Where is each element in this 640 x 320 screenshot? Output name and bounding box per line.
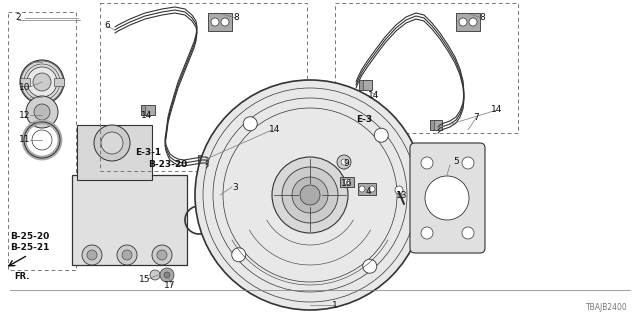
Bar xyxy=(340,177,354,187)
Bar xyxy=(335,3,518,133)
Text: 17: 17 xyxy=(164,281,176,290)
Circle shape xyxy=(395,186,403,194)
Circle shape xyxy=(359,186,365,192)
Text: 13: 13 xyxy=(396,191,408,201)
Bar xyxy=(430,120,442,130)
Circle shape xyxy=(221,18,229,26)
Bar xyxy=(358,183,376,195)
Circle shape xyxy=(87,250,97,260)
Text: 11: 11 xyxy=(19,135,31,145)
Circle shape xyxy=(152,245,172,265)
Text: B-25-20: B-25-20 xyxy=(10,232,49,241)
Circle shape xyxy=(462,227,474,239)
Circle shape xyxy=(421,227,433,239)
FancyBboxPatch shape xyxy=(410,143,485,253)
Bar xyxy=(430,120,434,130)
Circle shape xyxy=(27,67,57,97)
Bar xyxy=(359,80,363,90)
Circle shape xyxy=(164,272,170,278)
Circle shape xyxy=(337,155,351,169)
Circle shape xyxy=(33,73,51,91)
Bar xyxy=(198,155,210,165)
Bar xyxy=(198,155,202,165)
Text: 7: 7 xyxy=(473,114,479,123)
Text: 4: 4 xyxy=(365,187,371,196)
Circle shape xyxy=(462,157,474,169)
Bar xyxy=(77,125,152,180)
Circle shape xyxy=(157,250,167,260)
Circle shape xyxy=(160,268,174,282)
Circle shape xyxy=(122,250,132,260)
Bar xyxy=(141,105,145,115)
Circle shape xyxy=(363,259,377,273)
Circle shape xyxy=(425,176,469,220)
Circle shape xyxy=(374,128,388,142)
Circle shape xyxy=(26,96,58,128)
Text: 16: 16 xyxy=(341,179,353,188)
Circle shape xyxy=(469,18,477,26)
Text: FR.: FR. xyxy=(14,272,29,281)
Text: 14: 14 xyxy=(492,106,502,115)
Text: 14: 14 xyxy=(368,91,380,100)
Text: 14: 14 xyxy=(141,111,153,121)
Circle shape xyxy=(117,245,137,265)
Circle shape xyxy=(292,177,328,213)
Text: 5: 5 xyxy=(453,157,459,166)
Bar xyxy=(54,78,64,86)
Circle shape xyxy=(150,270,160,280)
Text: 10: 10 xyxy=(19,83,31,92)
Circle shape xyxy=(20,60,64,104)
Text: 14: 14 xyxy=(269,125,281,134)
Circle shape xyxy=(82,245,102,265)
Text: 9: 9 xyxy=(343,158,349,167)
Text: 3: 3 xyxy=(232,182,238,191)
Bar xyxy=(456,13,480,31)
Circle shape xyxy=(101,132,123,154)
Text: 8: 8 xyxy=(479,13,485,22)
Circle shape xyxy=(300,185,320,205)
Circle shape xyxy=(195,80,425,310)
Circle shape xyxy=(243,117,257,131)
Bar xyxy=(141,105,155,115)
Circle shape xyxy=(94,125,130,161)
Text: E-3: E-3 xyxy=(356,115,372,124)
Circle shape xyxy=(459,18,467,26)
Text: 6: 6 xyxy=(104,21,110,30)
Bar xyxy=(100,3,307,171)
Circle shape xyxy=(282,167,338,223)
Bar xyxy=(8,12,76,270)
Text: 2: 2 xyxy=(15,13,21,22)
Text: B-23-20: B-23-20 xyxy=(148,160,188,169)
Text: 8: 8 xyxy=(233,13,239,22)
Bar xyxy=(208,13,232,31)
Text: 1: 1 xyxy=(332,300,338,309)
Text: 12: 12 xyxy=(19,110,31,119)
Circle shape xyxy=(344,179,350,185)
Circle shape xyxy=(34,104,50,120)
Text: 15: 15 xyxy=(140,275,151,284)
Bar xyxy=(72,175,187,265)
Bar xyxy=(20,78,30,86)
Circle shape xyxy=(341,159,347,165)
Circle shape xyxy=(232,248,246,262)
Bar xyxy=(359,80,372,90)
Text: B-25-21: B-25-21 xyxy=(10,243,49,252)
Circle shape xyxy=(369,186,375,192)
Circle shape xyxy=(211,18,219,26)
Circle shape xyxy=(421,157,433,169)
Text: E-3-1: E-3-1 xyxy=(135,148,161,157)
Circle shape xyxy=(272,157,348,233)
Text: TBAJB2400: TBAJB2400 xyxy=(586,303,628,312)
